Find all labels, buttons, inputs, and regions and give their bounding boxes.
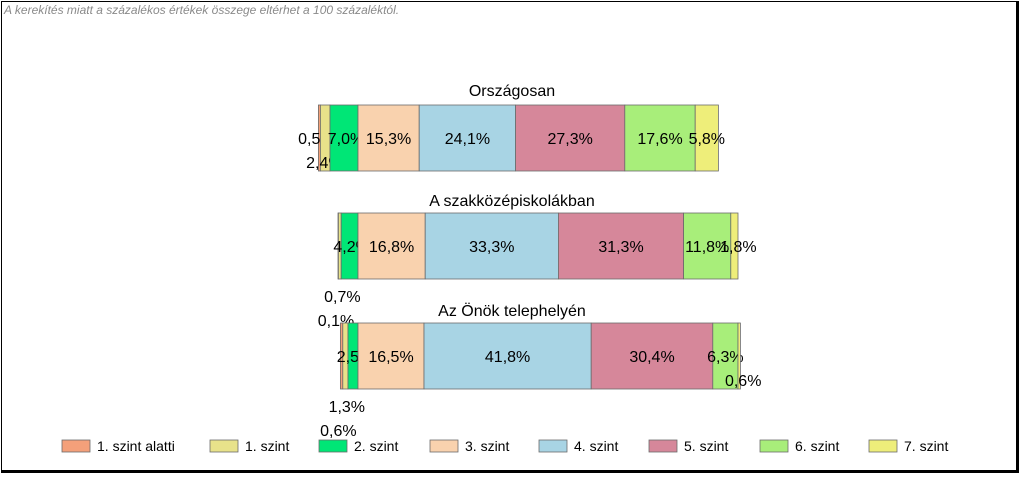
legend-label: 3. szint [465,438,509,454]
data-label: 33,3% [469,239,514,256]
data-label: 0,6% [320,423,356,440]
data-label: 1,3% [329,399,365,416]
bar-segment [730,212,739,280]
data-label: 24,1% [445,131,490,148]
legend-label: 4. szint [574,438,618,454]
bar-segment [424,212,559,280]
data-label: 16,8% [369,239,414,256]
bar-segment [590,322,714,390]
legend-label: 1. szint [245,438,289,454]
bar-segment [737,322,741,390]
data-label: 31,3% [598,239,643,256]
data-label: 15,3% [366,131,411,148]
bar-segment [357,322,425,390]
bar-segment [558,212,685,280]
category-title: A szakközépiskolákban [429,193,594,210]
legend-swatch [429,439,459,453]
bar-segment [683,212,732,280]
data-label: 16,5% [368,349,413,366]
data-label: 17,6% [637,131,682,148]
legend-swatch [538,439,568,453]
bar-segment [624,104,696,172]
legend-swatch [61,439,91,453]
legend-label: 2. szint [354,438,398,454]
legend-swatch [759,439,789,453]
data-label: 30,4% [629,349,674,366]
data-label: 7,0% [328,131,364,148]
legend-label: 7. szint [904,438,948,454]
bar-segment [329,104,359,172]
rounding-note: A kerekítés miatt a százalékos értékek ö… [4,3,400,17]
category-title: Az Önök telephelyén [438,302,586,320]
legend-swatch [209,439,239,453]
bar-segment [418,104,517,172]
bar-segment [357,212,426,280]
data-label: 41,8% [485,349,530,366]
category-title: Országosan [469,83,555,100]
legend-label: 6. szint [795,438,839,454]
bar-segment [357,104,420,172]
bar-segment [423,322,592,390]
data-label: 6,3% [707,349,743,366]
bar-segment [712,322,739,390]
bar-segment [694,104,719,172]
legend-label: 5. szint [684,438,728,454]
data-label: 11,8% [685,239,729,256]
data-label: 5,8% [689,131,725,148]
data-label: 1,8% [720,239,756,256]
legend-swatch [868,439,898,453]
legend-swatch [648,439,678,453]
bar-segment [515,104,626,172]
data-label: 27,3% [548,131,593,148]
legend-swatch [318,439,348,453]
legend-label: 1. szint alatti [97,438,175,454]
data-label: 0,7% [324,289,360,306]
data-label: 0,6% [725,373,761,390]
